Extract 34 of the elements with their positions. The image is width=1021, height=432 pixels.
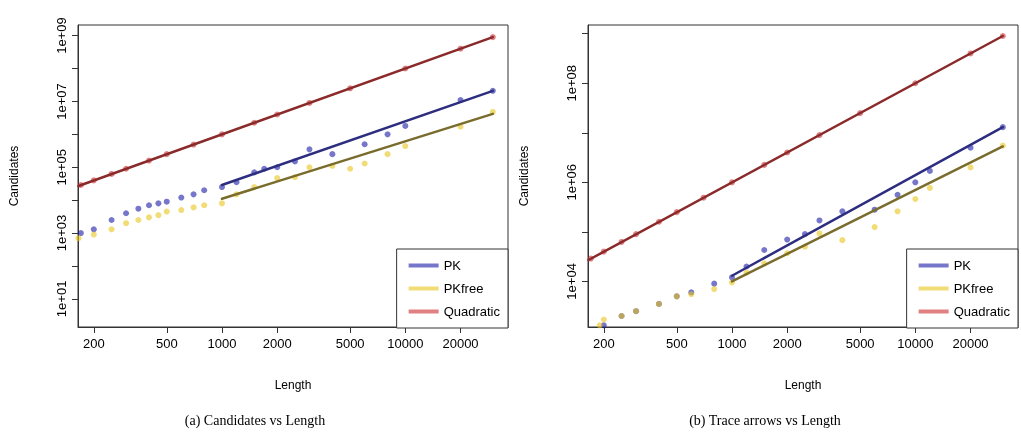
- x-tick-label: 200: [82, 336, 105, 351]
- x-tick-label: 10000: [387, 336, 424, 351]
- x-tick-label: 10000: [897, 336, 934, 351]
- y-tick-label: 1e+03: [54, 214, 69, 252]
- y-tick-label: 1e+01: [54, 280, 69, 318]
- x-axis-title: Length: [274, 378, 312, 392]
- x-tick-label: 20000: [442, 336, 479, 351]
- text: (b) Trace arrows vs Length: [689, 412, 841, 429]
- legend-label: PK: [953, 258, 972, 273]
- y-tick-label: 1e+06: [564, 164, 579, 201]
- y-tick-label: 1e+07: [54, 83, 69, 120]
- x-tick-label: 5000: [335, 336, 365, 351]
- x-tick-label: 500: [665, 336, 688, 351]
- legend-label: Quadratic: [443, 304, 501, 319]
- x-tick-label: 200: [592, 336, 615, 351]
- x-tick-label: 1000: [717, 336, 747, 351]
- y-axis-title: Candidates: [517, 145, 531, 207]
- y-tick-label: 1e+04: [564, 263, 579, 300]
- x-tick-label: 500: [155, 336, 178, 351]
- text: (a) Candidates vs Length: [184, 412, 326, 429]
- legend-label: Quadratic: [953, 304, 1011, 319]
- y-tick-label: 1e+05: [54, 148, 69, 186]
- x-axis-title: Length: [784, 378, 822, 392]
- y-tick-label: 1e+08: [564, 65, 579, 102]
- legend-label: PKfree: [443, 281, 484, 296]
- x-tick-label: 2000: [262, 336, 292, 351]
- legend-label: PK: [443, 258, 462, 273]
- x-tick-label: 20000: [952, 336, 989, 351]
- legend-label: PKfree: [953, 281, 994, 296]
- x-tick-label: 1000: [207, 336, 237, 351]
- x-tick-label: 5000: [845, 336, 875, 351]
- x-tick-label: 2000: [772, 336, 802, 351]
- y-axis-title: Candidates: [7, 145, 21, 207]
- y-tick-label: 1e+09: [54, 17, 69, 54]
